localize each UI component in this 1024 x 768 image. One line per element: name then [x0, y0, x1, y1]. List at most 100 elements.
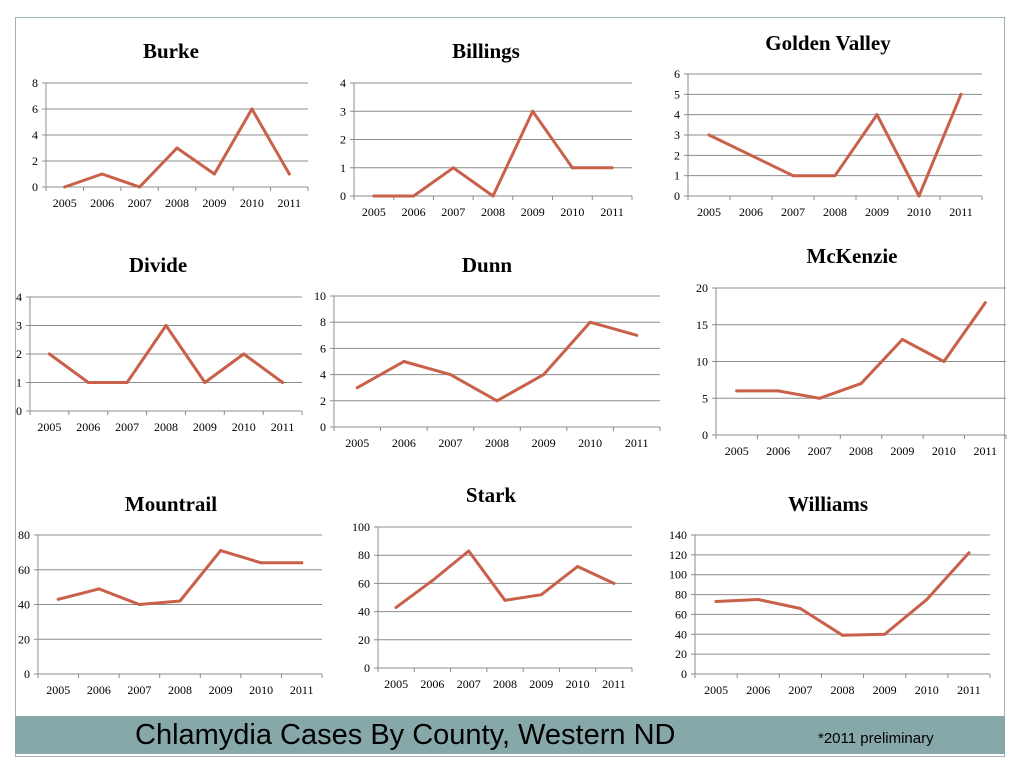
billings-xtick-label: 2009	[521, 205, 545, 219]
williams-xtick-label: 2009	[873, 683, 897, 697]
golden-valley-ytick-label: 5	[674, 87, 680, 101]
golden-valley-xtick-label: 2011	[949, 205, 973, 219]
stark-ytick-label: 60	[358, 576, 370, 590]
mountrail-xtick-label: 2011	[290, 683, 314, 697]
burke-xtick-label: 2005	[53, 196, 77, 210]
divide-title: Divide	[129, 253, 187, 277]
dunn-ytick-label: 10	[314, 289, 326, 303]
williams-ytick-label: 40	[675, 627, 687, 641]
billings-xtick-label: 2007	[441, 205, 465, 219]
williams-title: Williams	[788, 492, 868, 516]
williams-xtick-label: 2010	[915, 683, 939, 697]
williams-xtick-label: 2006	[746, 683, 770, 697]
billings-ytick-label: 4	[340, 76, 346, 90]
mountrail-xtick-label: 2009	[209, 683, 233, 697]
mountrail-data-point	[97, 587, 101, 591]
billings-ytick-label: 3	[340, 104, 346, 118]
divide-xtick-label: 2008	[154, 420, 178, 434]
mckenzie-xtick-label: 2008	[849, 444, 873, 458]
footer-band: Chlamydia Cases By County, Western ND *2…	[15, 716, 1005, 754]
stark-xtick-label: 2008	[493, 677, 517, 691]
mckenzie-xtick-label: 2007	[808, 444, 832, 458]
burke-data-point	[138, 185, 142, 189]
burke-data-point	[175, 146, 179, 150]
williams-data-point	[967, 551, 971, 555]
divide-ytick-label: 1	[16, 376, 22, 390]
mountrail-title: Mountrail	[125, 492, 217, 516]
williams-xtick-label: 2008	[831, 683, 855, 697]
burke-xtick-label: 2007	[128, 196, 152, 210]
billings-data-point	[570, 166, 574, 170]
mountrail-data-point	[137, 603, 141, 606]
mountrail-xtick-label: 2007	[127, 683, 151, 697]
burke-data-point	[287, 172, 291, 176]
burke-xtick-label: 2009	[202, 196, 226, 210]
mckenzie-xtick-label: 2010	[932, 444, 956, 458]
mountrail-data-point	[56, 597, 60, 601]
stark-title: Stark	[466, 483, 516, 507]
williams-data-point	[798, 606, 802, 610]
billings-data-point	[412, 194, 416, 198]
divide-xtick-label: 2005	[37, 420, 61, 434]
dunn-data-point	[635, 333, 639, 337]
burke-data-point	[100, 172, 104, 176]
dunn-xtick-label: 2009	[532, 436, 556, 450]
stark-ytick-label: 40	[358, 605, 370, 619]
burke-xtick-label: 2006	[90, 196, 114, 210]
burke-data-point	[63, 185, 67, 189]
divide-data-point	[125, 381, 129, 384]
mckenzie-xtick-label: 2006	[766, 444, 790, 458]
billings-data-point	[372, 194, 376, 198]
stark-xtick-label: 2011	[602, 677, 626, 691]
billings-series-line	[372, 109, 614, 198]
dunn-xtick-label: 2006	[392, 436, 416, 450]
stark-ytick-label: 20	[358, 633, 370, 647]
mountrail-data-point	[219, 549, 223, 553]
stark-ytick-label: 100	[352, 520, 370, 534]
williams-data-point	[756, 598, 760, 602]
golden-valley-title: Golden Valley	[765, 31, 891, 55]
divide-xtick-label: 2007	[115, 420, 139, 434]
williams-xtick-label: 2011	[957, 683, 981, 697]
golden-valley-xtick-label: 2010	[907, 205, 931, 219]
golden-valley-data-point	[791, 174, 795, 178]
mountrail-xtick-label: 2008	[168, 683, 192, 697]
burke-xtick-label: 2010	[240, 196, 264, 210]
burke-title: Burke	[143, 39, 199, 63]
williams-data-point	[841, 633, 844, 637]
mckenzie-xtick-label: 2009	[890, 444, 914, 458]
dunn-ytick-label: 2	[320, 394, 326, 408]
golden-valley-xtick-label: 2009	[865, 205, 889, 219]
billings-xtick-label: 2006	[402, 205, 426, 219]
mckenzie-data-point	[900, 337, 904, 341]
golden-valley-ytick-label: 1	[674, 169, 680, 183]
mountrail-series-line	[56, 549, 304, 606]
divide-data-point	[47, 352, 51, 356]
golden-valley-data-point	[707, 133, 711, 137]
dunn-data-point	[355, 386, 359, 390]
williams-data-point	[714, 600, 718, 604]
divide-data-point	[281, 381, 285, 384]
mckenzie-ytick-label: 20	[696, 281, 708, 295]
divide-xtick-label: 2010	[232, 420, 256, 434]
mckenzie-data-point	[735, 389, 739, 393]
mountrail-xtick-label: 2005	[46, 683, 70, 697]
stark-data-point	[467, 549, 471, 553]
stark-xtick-label: 2009	[529, 677, 553, 691]
burke-xtick-label: 2011	[278, 196, 302, 210]
williams-ytick-label: 120	[669, 548, 687, 562]
golden-valley-data-point	[959, 92, 963, 96]
dunn-xtick-label: 2008	[485, 436, 509, 450]
divide-xtick-label: 2011	[271, 420, 295, 434]
golden-valley-ytick-label: 6	[674, 67, 680, 81]
dunn-ytick-label: 0	[320, 420, 326, 434]
divide-xtick-label: 2006	[76, 420, 100, 434]
mckenzie-ytick-label: 5	[702, 391, 708, 405]
billings-ytick-label: 1	[340, 161, 346, 175]
divide-data-point	[86, 381, 90, 384]
burke-data-point	[212, 172, 216, 176]
billings-xtick-label: 2008	[481, 205, 505, 219]
mckenzie-ytick-label: 15	[696, 318, 708, 332]
mckenzie-xtick-label: 2011	[974, 444, 998, 458]
golden-valley-xtick-label: 2008	[823, 205, 847, 219]
